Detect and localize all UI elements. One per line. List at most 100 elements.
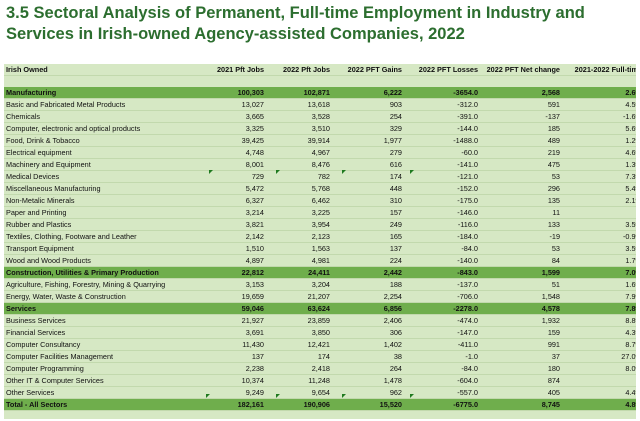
value-cell[interactable]: -1488.0 — [404, 134, 480, 147]
value-cell[interactable]: 8,001 — [200, 158, 266, 171]
value-cell[interactable]: 9,654 — [266, 386, 332, 399]
value-cell[interactable]: 3,528 — [266, 110, 332, 123]
column-header[interactable]: 2022 PFT Gains — [332, 64, 404, 76]
value-cell[interactable]: -312.0 — [404, 98, 480, 111]
row-label-cell[interactable]: Computer Facilities Management — [4, 350, 200, 363]
value-cell[interactable]: 7.8% — [562, 302, 636, 315]
value-cell[interactable]: 2.6% — [562, 86, 636, 99]
value-cell[interactable]: 310 — [332, 194, 404, 207]
value-cell[interactable]: 2,442 — [332, 266, 404, 279]
cell-error-indicator-icon[interactable] — [206, 394, 210, 398]
empty-cell[interactable] — [4, 75, 200, 87]
column-header[interactable]: 2022 Pft Jobs — [266, 64, 332, 76]
value-cell[interactable]: 3,510 — [266, 122, 332, 135]
value-cell[interactable]: 23,859 — [266, 314, 332, 327]
value-cell[interactable]: 4.6% — [562, 146, 636, 159]
value-cell[interactable]: 59,046 — [200, 302, 266, 315]
value-cell[interactable]: 489 — [480, 134, 562, 147]
empty-cell[interactable] — [332, 75, 404, 87]
value-cell[interactable]: 264 — [332, 362, 404, 375]
value-cell[interactable]: 219 — [480, 146, 562, 159]
value-cell[interactable]: 3,325 — [200, 122, 266, 135]
row-label-cell[interactable]: Business Services — [4, 314, 200, 327]
value-cell[interactable]: 903 — [332, 98, 404, 111]
value-cell[interactable]: -3654.0 — [404, 86, 480, 99]
row-label-cell[interactable]: Energy, Water, Waste & Construction — [4, 290, 200, 303]
value-cell[interactable]: -0.9% — [562, 230, 636, 243]
value-cell[interactable]: 137 — [332, 242, 404, 255]
value-cell[interactable]: 3,821 — [200, 218, 266, 231]
row-label-cell[interactable]: Electrical equipment — [4, 146, 200, 159]
value-cell[interactable]: 11 — [480, 206, 562, 219]
value-cell[interactable]: 6,462 — [266, 194, 332, 207]
value-cell[interactable]: 2,406 — [332, 314, 404, 327]
value-cell[interactable]: 3,153 — [200, 278, 266, 291]
row-label-cell[interactable]: Construction, Utilities & Primary Produc… — [4, 266, 200, 279]
value-cell[interactable]: -843.0 — [404, 266, 480, 279]
value-cell[interactable]: 165 — [332, 230, 404, 243]
value-cell[interactable]: -116.0 — [404, 218, 480, 231]
value-cell[interactable]: 13,027 — [200, 98, 266, 111]
value-cell[interactable]: 53 — [480, 242, 562, 255]
value-cell[interactable]: 1,599 — [480, 266, 562, 279]
value-cell[interactable]: 185 — [480, 122, 562, 135]
cell-error-indicator-icon[interactable] — [410, 394, 414, 398]
value-cell[interactable]: 1,548 — [480, 290, 562, 303]
value-cell[interactable]: -137 — [480, 110, 562, 123]
value-cell[interactable]: 190,906 — [266, 398, 332, 411]
empty-cell[interactable] — [480, 75, 562, 87]
value-cell[interactable]: 591 — [480, 98, 562, 111]
cell-error-indicator-icon[interactable] — [410, 170, 414, 174]
empty-cell[interactable] — [404, 75, 480, 87]
value-cell[interactable]: 729 — [200, 170, 266, 183]
value-cell[interactable]: 12,421 — [266, 338, 332, 351]
value-cell[interactable]: 38 — [332, 350, 404, 363]
value-cell[interactable]: 9,249 — [200, 386, 266, 399]
value-cell[interactable]: 6,222 — [332, 86, 404, 99]
row-label-cell[interactable]: Non-Metalic Minerals — [4, 194, 200, 207]
value-cell[interactable]: 1.2% — [562, 134, 636, 147]
row-label-cell[interactable]: Other Services — [4, 386, 200, 399]
value-cell[interactable]: 2,123 — [266, 230, 332, 243]
value-cell[interactable]: 8.8% — [562, 314, 636, 327]
empty-cell[interactable] — [562, 75, 636, 87]
value-cell[interactable]: -84.0 — [404, 362, 480, 375]
value-cell[interactable]: 991 — [480, 338, 562, 351]
value-cell[interactable]: -137.0 — [404, 278, 480, 291]
value-cell[interactable]: 4.4% — [562, 386, 636, 399]
value-cell[interactable]: 100,303 — [200, 86, 266, 99]
value-cell[interactable]: 254 — [332, 110, 404, 123]
value-cell[interactable]: 7.3% — [562, 170, 636, 183]
value-cell[interactable]: 1,563 — [266, 242, 332, 255]
row-label-cell[interactable]: Manufacturing — [4, 86, 200, 99]
value-cell[interactable]: 2,254 — [332, 290, 404, 303]
value-cell[interactable]: 135 — [480, 194, 562, 207]
value-cell[interactable]: 5.6% — [562, 122, 636, 135]
value-cell[interactable]: 4.3% — [562, 326, 636, 339]
row-label-cell[interactable]: Basic and Fabricated Metal Products — [4, 98, 200, 111]
value-cell[interactable]: 102,871 — [266, 86, 332, 99]
row-label-cell[interactable]: Other IT & Computer Services — [4, 374, 200, 387]
value-cell[interactable]: 188 — [332, 278, 404, 291]
row-label-cell[interactable]: Total - All Sectors — [4, 398, 200, 411]
value-cell[interactable]: -391.0 — [404, 110, 480, 123]
column-header[interactable]: 2021-2022 Full-time — [562, 64, 636, 76]
value-cell[interactable]: 4.5% — [562, 98, 636, 111]
value-cell[interactable]: 15,520 — [332, 398, 404, 411]
column-header[interactable]: Irish Owned — [4, 64, 200, 76]
value-cell[interactable]: 4,748 — [200, 146, 266, 159]
value-cell[interactable]: 5.4% — [562, 182, 636, 195]
value-cell[interactable]: 174 — [332, 170, 404, 183]
value-cell[interactable]: 182,161 — [200, 398, 266, 411]
value-cell[interactable]: 1,932 — [480, 314, 562, 327]
cell-error-indicator-icon[interactable] — [342, 170, 346, 174]
value-cell[interactable]: 24,411 — [266, 266, 332, 279]
value-cell[interactable]: -1.6% — [562, 110, 636, 123]
value-cell[interactable]: 7.0% — [562, 266, 636, 279]
value-cell[interactable]: 3,691 — [200, 326, 266, 339]
cell-error-indicator-icon[interactable] — [276, 170, 280, 174]
value-cell[interactable]: 37 — [480, 350, 562, 363]
cell-error-indicator-icon[interactable] — [342, 394, 346, 398]
value-cell[interactable]: 1,977 — [332, 134, 404, 147]
row-label-cell[interactable]: Paper and Printing — [4, 206, 200, 219]
